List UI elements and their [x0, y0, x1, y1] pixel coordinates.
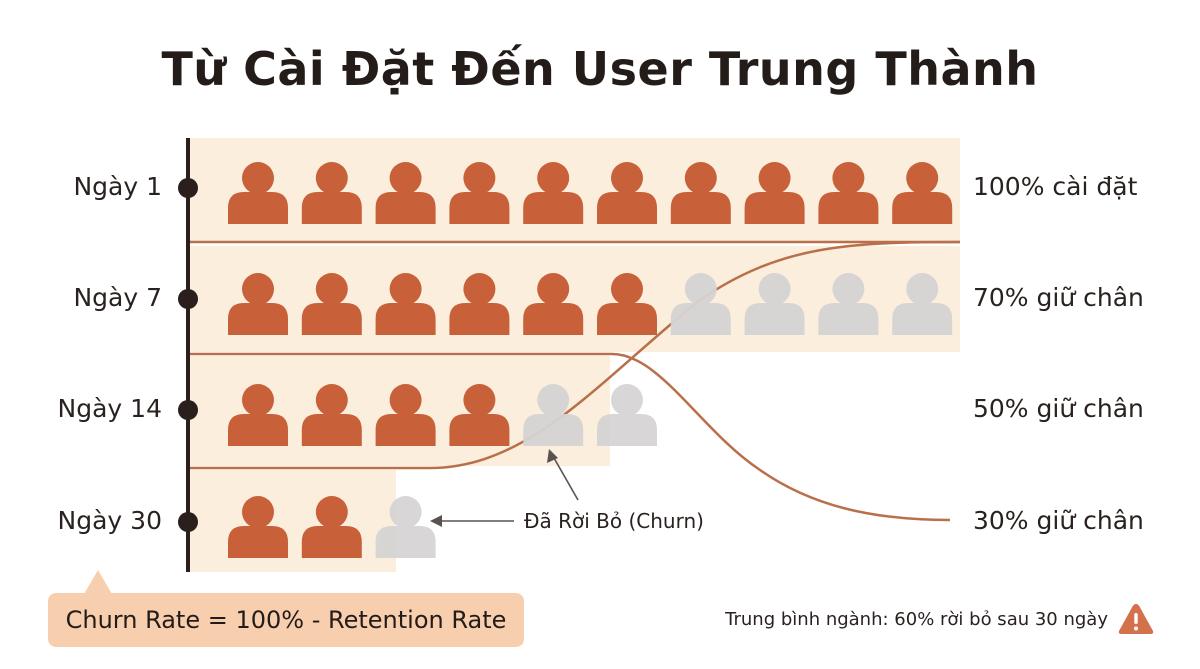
churn-arrow-up-head: [547, 449, 558, 463]
retention-label-day-1: 100% cài đặt: [973, 172, 1138, 201]
timeline-dot-day-7: [178, 289, 198, 309]
separator-2: [190, 352, 951, 522]
page-title: Từ Cài Đặt Đến User Trung Thành: [161, 42, 1039, 96]
band-day-1: [190, 138, 960, 242]
industry-average-note: Trung bình ngành: 60% rời bỏ sau 30 ngày: [725, 609, 1108, 630]
formula-callout-tail: [84, 570, 112, 594]
row-label-day-7: Ngày 7: [73, 283, 162, 312]
timeline-dot-day-1: [178, 178, 198, 198]
retention-label-day-14: 50% giữ chân: [973, 394, 1144, 423]
churn-arrow-left-head: [430, 515, 442, 527]
retention-label-day-7: 70% giữ chân: [973, 283, 1144, 312]
timeline-dot-day-14: [178, 400, 198, 420]
timeline-dot-day-30: [178, 512, 198, 532]
warning-triangle-icon: [1118, 604, 1154, 634]
churn-arrow-up: [553, 457, 579, 501]
band-day-30: [190, 470, 396, 572]
churn-annotation: Đã Rời Bỏ (Churn): [524, 509, 704, 533]
row-label-day-14: Ngày 14: [57, 394, 162, 423]
retention-label-day-30: 30% giữ chân: [973, 506, 1144, 535]
row-label-day-1: Ngày 1: [73, 172, 162, 201]
row-label-day-30: Ngày 30: [57, 506, 162, 535]
churn-formula: Churn Rate = 100% - Retention Rate: [48, 593, 524, 647]
